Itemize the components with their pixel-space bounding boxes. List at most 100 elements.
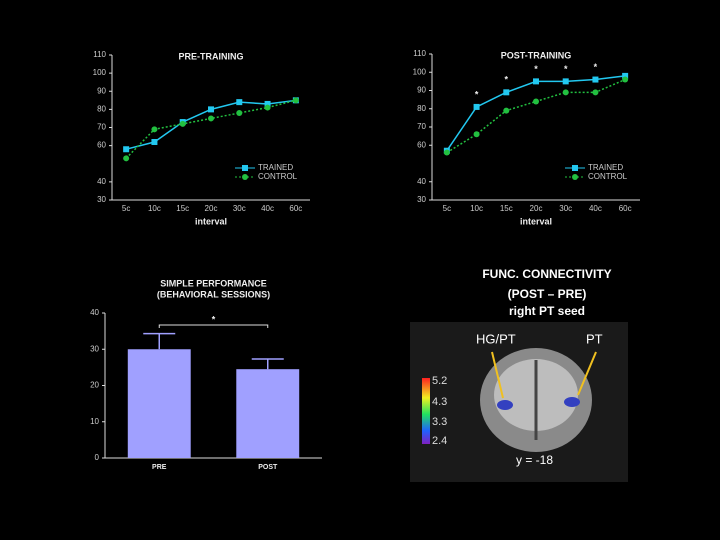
- arrow: [491, 351, 504, 399]
- point: [592, 89, 599, 96]
- x-tick-label: 20c: [530, 204, 543, 213]
- bar: [127, 349, 191, 458]
- line: [446, 78, 626, 154]
- y-tick-label: 70: [417, 122, 426, 131]
- annotation: *: [594, 62, 598, 72]
- point: [562, 89, 569, 96]
- y-tick-label: 60: [417, 140, 426, 149]
- y-tick-label: 10: [90, 417, 99, 426]
- legend-label: TRAINED: [258, 163, 293, 172]
- arrow: [577, 351, 597, 396]
- y-tick-label: 60: [97, 141, 106, 150]
- line: [446, 75, 626, 152]
- error-bar: [143, 332, 176, 350]
- x-tick-label: 60c: [619, 204, 632, 213]
- x-tick-label: 20c: [205, 204, 218, 213]
- y-tick-label: 110: [413, 49, 426, 58]
- chart-title: POST-TRAINING: [501, 50, 572, 60]
- colorbar-label: 4.3: [432, 396, 447, 408]
- point: [473, 131, 480, 138]
- figure-label: HG/PT: [476, 331, 516, 346]
- x-tick-label: PRE: [152, 464, 167, 471]
- y-tick-label: 80: [417, 104, 426, 113]
- x-tick-label: POST: [258, 464, 278, 471]
- y-tick-label: 40: [97, 177, 106, 186]
- y-tick-label: 30: [97, 195, 106, 204]
- chart-subtitle: (BEHAVIORAL SESSIONS): [157, 289, 270, 299]
- annotation: *: [212, 314, 216, 324]
- point: [264, 104, 271, 111]
- x-tick-label: 30c: [233, 204, 246, 213]
- x-tick-label: 10c: [148, 204, 161, 213]
- point: [622, 76, 629, 83]
- point: [179, 120, 186, 127]
- y-tick-label: 80: [97, 104, 106, 113]
- y-tick-label: 20: [90, 381, 99, 390]
- point: [292, 97, 299, 104]
- legend-label: TRAINED: [588, 163, 623, 172]
- y-tick-label: 40: [417, 177, 426, 186]
- colorbar-label: 3.3: [432, 416, 447, 428]
- colorbar: [422, 378, 430, 444]
- point: [123, 146, 130, 153]
- legend-label: CONTROL: [588, 172, 628, 181]
- x-tick-label: 40c: [261, 204, 274, 213]
- colorbar-label: 5.2: [432, 375, 447, 387]
- x-tick-label: 15c: [500, 204, 513, 213]
- x-tick-label: 5c: [122, 204, 130, 213]
- point: [562, 78, 569, 85]
- chart-title: PRE-TRAINING: [179, 51, 244, 61]
- figure-title: FUNC. CONNECTIVITY: [482, 267, 611, 281]
- x-tick-label: 60c: [289, 204, 302, 213]
- point: [208, 115, 214, 122]
- figure-title: right PT seed: [509, 304, 585, 318]
- brain-panel: 5.2 4.3 3.3 2.4 HG/PT PT y = -18: [410, 322, 628, 482]
- x-tick-label: 10c: [470, 204, 483, 213]
- x-tick-label: 15c: [176, 204, 189, 213]
- x-tick-label: 5c: [443, 204, 451, 213]
- cluster: [564, 397, 580, 407]
- point: [592, 76, 599, 83]
- y-tick-label: 40: [90, 308, 99, 317]
- cluster: [497, 400, 513, 410]
- point: [443, 149, 450, 156]
- bracket: [158, 324, 269, 328]
- point: [151, 139, 158, 145]
- y-tick-label: 110: [93, 50, 106, 59]
- x-tick-label: 40c: [589, 204, 602, 213]
- y-tick-label: 100: [93, 68, 107, 77]
- annotation: *: [475, 89, 479, 99]
- point: [533, 98, 539, 105]
- x-axis-label: interval: [195, 216, 227, 226]
- bar: [236, 369, 300, 458]
- point: [236, 110, 243, 116]
- annotation: *: [505, 75, 509, 85]
- y-tick-label: 100: [413, 67, 427, 76]
- figure-label: PT: [586, 331, 603, 346]
- x-axis-label: interval: [520, 216, 552, 226]
- point: [151, 126, 158, 133]
- y-tick-label: 90: [97, 86, 106, 95]
- y-tick-label: 0: [95, 453, 100, 462]
- point: [264, 100, 271, 107]
- chart-title: SIMPLE PERFORMANCE: [160, 278, 267, 288]
- point: [473, 103, 480, 110]
- colorbar-label: 2.4: [432, 435, 447, 447]
- point: [622, 72, 629, 79]
- point: [503, 89, 510, 96]
- point: [123, 155, 130, 162]
- x-tick-label: 30c: [559, 204, 572, 213]
- y-tick-label: 90: [417, 86, 426, 95]
- legend-label: CONTROL: [258, 172, 298, 181]
- y-tick-label: 30: [417, 195, 426, 204]
- point: [533, 78, 539, 85]
- figure-title: (POST – PRE): [508, 287, 587, 301]
- annotation: *: [534, 64, 538, 74]
- point: [236, 99, 243, 106]
- y-tick-label: 70: [97, 123, 106, 132]
- error-bar: [251, 358, 284, 370]
- figure-label: y = -18: [516, 453, 553, 467]
- annotation: *: [564, 64, 568, 74]
